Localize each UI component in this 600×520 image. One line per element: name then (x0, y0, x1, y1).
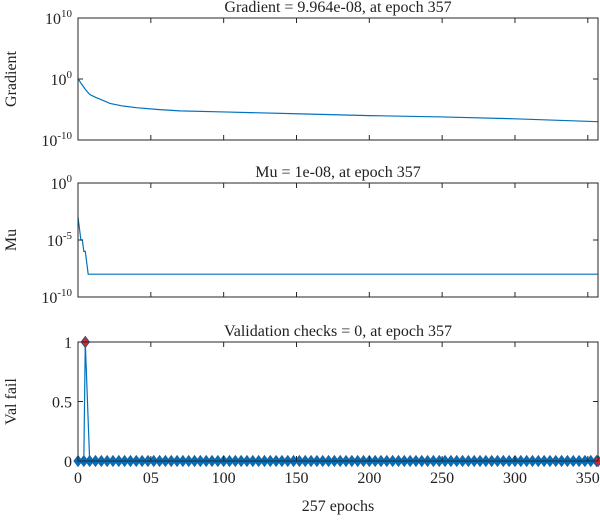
x-tick-label: 05 (143, 470, 159, 487)
x-tick-label: 350 (576, 470, 600, 487)
line (77, 78, 599, 123)
x-tick-label: 250 (430, 470, 454, 487)
axes-box (77, 341, 599, 462)
y-tick-label: 100 (51, 173, 73, 193)
axes-box (77, 17, 599, 141)
x-tick-label: 0 (74, 470, 82, 487)
plot-area (77, 78, 599, 123)
x-tick-label: 150 (284, 470, 308, 487)
y-tick-label: 10-10 (41, 287, 72, 307)
y-tick-label: 0 (64, 454, 72, 471)
x-tick-label: 100 (212, 470, 236, 487)
y-axis-label: Gradient (3, 50, 20, 107)
y-tick-label: 1 (64, 335, 72, 352)
x-tick-label: 300 (503, 470, 527, 487)
chart-title: Mu = 1e-08, at epoch 357 (255, 164, 420, 181)
y-tick-label: 10-10 (41, 130, 72, 150)
line (77, 217, 598, 275)
y-tick-label: 1010 (45, 8, 73, 28)
y-axis-label: Val fail (3, 378, 20, 425)
y-tick-label: 100 (51, 69, 73, 89)
x-tick-label: 200 (357, 470, 381, 487)
line (78, 341, 598, 462)
y-tick-label: 0.5 (52, 395, 72, 412)
chart-title: Gradient = 9.964e-08, at epoch 357 (224, 0, 451, 16)
axes-box (77, 182, 599, 298)
plot-area (77, 217, 598, 275)
y-tick-label: 10-5 (47, 230, 73, 250)
chart-title: Validation checks = 0, at epoch 357 (224, 323, 452, 340)
y-axis-label: Mu (3, 229, 20, 251)
x-axis-label: 257 epochs (302, 498, 374, 515)
plot-area (73, 335, 600, 468)
